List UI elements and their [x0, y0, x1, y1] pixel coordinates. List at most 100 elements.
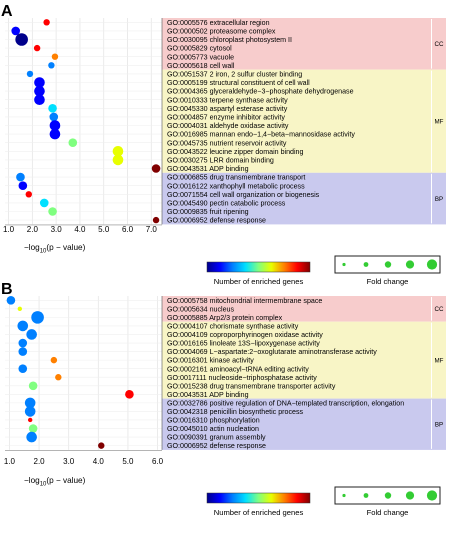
category-label: GO:0000502 proteasome complex: [167, 28, 276, 36]
size-legend-dot: [384, 261, 392, 268]
panel-label: A: [1, 3, 13, 20]
panel-label: B: [1, 281, 13, 298]
data-point: [34, 85, 45, 97]
category-label: GO:0030275 LRR domain binding: [167, 157, 274, 165]
data-point: [26, 431, 37, 443]
x-tick-label: 6.0: [122, 225, 134, 234]
data-point: [18, 364, 28, 373]
band-cc: [162, 18, 430, 70]
data-point: [18, 338, 28, 348]
category-label: GO:0005634 nucleus: [167, 305, 234, 313]
group-label-mf: MF: [435, 119, 444, 126]
category-label: GO:0051537 2 iron, 2 sulfur cluster bind…: [167, 71, 302, 79]
size-legend-dot: [405, 260, 415, 269]
category-label: GO:0042318 penicillin biosynthetic proce…: [167, 408, 303, 416]
data-point: [34, 94, 45, 105]
x-axis-label: −log10(p − value): [24, 476, 86, 488]
x-tick-label: 5.0: [98, 225, 110, 234]
x-tick-label: 6.0: [152, 457, 164, 466]
band-cc: [162, 296, 430, 322]
data-point: [49, 112, 59, 122]
data-point: [33, 44, 41, 52]
x-tick-label: 4.0: [93, 457, 105, 466]
data-point: [34, 77, 45, 88]
data-point: [31, 311, 44, 324]
size-legend-dot: [405, 491, 415, 500]
colorbar-title: Number of enriched genes: [214, 277, 304, 286]
category-label: GO:0010333 terpene synthase activity: [167, 96, 288, 104]
category-label: GO:0004107 chorismate synthase activity: [167, 323, 299, 331]
category-label: GO:0005773 vacuole: [167, 53, 234, 61]
size-legend-dot: [384, 492, 392, 499]
data-point: [18, 181, 28, 190]
data-point: [26, 329, 37, 340]
size-legend-dot: [363, 262, 369, 267]
data-point: [6, 295, 16, 305]
x-axis-label: −log10(p − value): [24, 243, 86, 255]
x-tick-label: 1.0: [3, 225, 15, 234]
category-label: GO:0006952 defense response: [167, 442, 266, 450]
band-tag-cc: [430, 296, 446, 322]
category-label: GO:0005758 mitochondrial intermembrane s…: [167, 297, 322, 305]
band-tag-mf: [430, 69, 446, 173]
category-label: GO:0045735 nutrient reservoir activity: [167, 139, 287, 147]
data-point: [68, 138, 78, 147]
category-label: GO:0043531 ADP binding: [167, 391, 249, 399]
colorbar: [206, 261, 311, 273]
data-point: [43, 19, 50, 26]
group-label-bp: BP: [435, 196, 443, 203]
colorbar: [206, 492, 311, 504]
category-label: GO:0006855 drug transmembrane transport: [167, 174, 305, 182]
category-label: GO:0009835 fruit ripening: [167, 208, 249, 216]
category-label: GO:0030095 chloroplast photosystem II: [167, 36, 292, 44]
data-point: [125, 390, 134, 399]
panel-b: B CC MF BP GO:0005758 mitochondrial intermem…: [1, 281, 446, 517]
band-bp: [162, 398, 430, 450]
data-point: [17, 306, 23, 312]
size-legend-dot: [363, 493, 369, 498]
group-label-mf: MF: [435, 357, 444, 364]
category-label: GO:0005199 structural constituent of cel…: [167, 79, 310, 87]
x-tick-label: 1.0: [4, 457, 16, 466]
size-legend-dot: [342, 262, 346, 267]
data-point: [11, 26, 21, 36]
category-label: GO:0045490 pectin catabolic process: [167, 200, 286, 208]
data-point: [28, 381, 38, 391]
category-label: GO:0043522 leucine zipper domain binding: [167, 148, 304, 156]
category-label: GO:0071554 cell wall organization or bio…: [167, 191, 320, 199]
data-point: [24, 406, 36, 417]
x-tick-label: 2.0: [27, 225, 39, 234]
category-label: GO:0016122 xanthophyll metabolic process: [167, 182, 305, 190]
size-legend-title: Fold change: [367, 508, 409, 517]
data-point: [112, 146, 124, 157]
band-mf: [162, 69, 430, 173]
category-label: GO:0002161 aminoacyl−tRNA editing activi…: [167, 365, 309, 373]
category-label: GO:0016165 linoleate 13S−lipoxygenase ac…: [167, 340, 320, 348]
category-label: GO:0004031 aldehyde oxidase activity: [167, 122, 289, 130]
size-legend-dot: [426, 490, 438, 501]
data-point: [112, 154, 124, 166]
data-point: [17, 320, 29, 332]
category-label: GO:0043531 ADP binding: [167, 165, 249, 173]
group-label-bp: BP: [435, 422, 443, 429]
category-label: GO:0017111 nucleoside−triphosphatase act…: [167, 374, 317, 382]
colorbar-title: Number of enriched genes: [214, 508, 304, 517]
category-label: GO:0004857 enzyme inhibitor activity: [167, 114, 285, 122]
band-tag-bp: [430, 172, 446, 225]
category-label: GO:0006952 defense response: [167, 217, 266, 225]
category-label: GO:0016985 mannan endo−1,4−beta−mannosid…: [167, 131, 355, 139]
band-mf: [162, 321, 430, 399]
category-label: GO:0005885 Arp2/3 protein complex: [167, 314, 283, 322]
data-point: [16, 172, 25, 182]
data-point: [151, 164, 161, 173]
data-point: [49, 128, 61, 140]
data-point: [26, 70, 34, 78]
band-bp: [162, 172, 430, 225]
data-point: [55, 374, 62, 381]
category-label: GO:0004109 coproporphyrinogen oxidase ac…: [167, 331, 323, 339]
data-point: [152, 216, 160, 224]
data-point: [49, 120, 61, 131]
band-tag-mf: [430, 321, 446, 399]
